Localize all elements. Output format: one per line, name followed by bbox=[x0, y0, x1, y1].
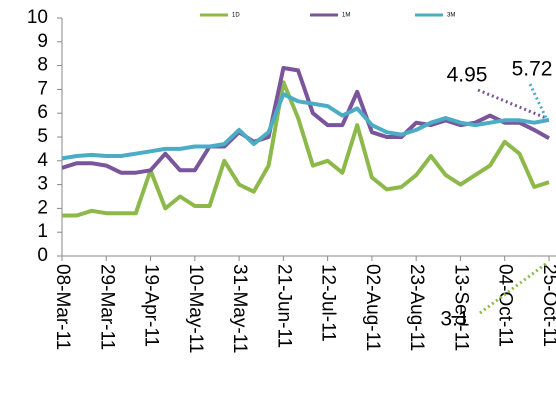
x-tick-label: 25-Oct-11 bbox=[539, 264, 556, 347]
y-tick-label: 7 bbox=[37, 78, 48, 99]
annotation: 4.95 bbox=[447, 64, 488, 87]
annotation-arrow bbox=[479, 261, 548, 315]
x-tick-label: 29-Mar-11 bbox=[96, 264, 117, 350]
legend-label: 1M bbox=[342, 13, 350, 19]
x-tick-label: 04-Oct-11 bbox=[495, 264, 516, 347]
annotation: 3.1 bbox=[440, 308, 469, 331]
y-tick-label: 1 bbox=[37, 221, 48, 242]
series-line bbox=[62, 80, 550, 218]
x-tick-label: 19-Apr-11 bbox=[141, 264, 162, 347]
y-tick-label: 0 bbox=[37, 245, 48, 266]
x-tick-label: 08-Mar-11 bbox=[52, 264, 73, 350]
legend-label: 3M bbox=[447, 13, 455, 19]
y-tick-label: 10 bbox=[27, 7, 48, 28]
legend-label: 1D bbox=[232, 13, 240, 19]
y-tick-label: 4 bbox=[37, 150, 48, 171]
x-tick-label: 13-Sep-11 bbox=[450, 264, 471, 351]
annotation-arrow bbox=[528, 83, 549, 121]
x-tick-label: 31-May-11 bbox=[229, 264, 250, 353]
y-tick-label: 9 bbox=[37, 31, 48, 52]
series-line bbox=[61, 92, 550, 161]
annotation: 5.72 bbox=[512, 58, 553, 81]
y-tick-label: 6 bbox=[37, 102, 48, 123]
y-tick-label: 3 bbox=[37, 174, 48, 195]
y-tick-label: 8 bbox=[37, 55, 48, 76]
y-tick-label: 2 bbox=[37, 197, 48, 218]
annotation-arrow bbox=[477, 88, 547, 120]
y-tick-label: 5 bbox=[37, 126, 48, 147]
x-tick-label: 12-Jul-11 bbox=[318, 264, 339, 342]
x-tick-label: 02-Aug-11 bbox=[362, 264, 383, 351]
x-tick-label: 10-May-11 bbox=[185, 264, 206, 353]
x-tick-label: 21-Jun-11 bbox=[273, 264, 294, 348]
x-tick-label: 23-Aug-11 bbox=[406, 264, 427, 351]
